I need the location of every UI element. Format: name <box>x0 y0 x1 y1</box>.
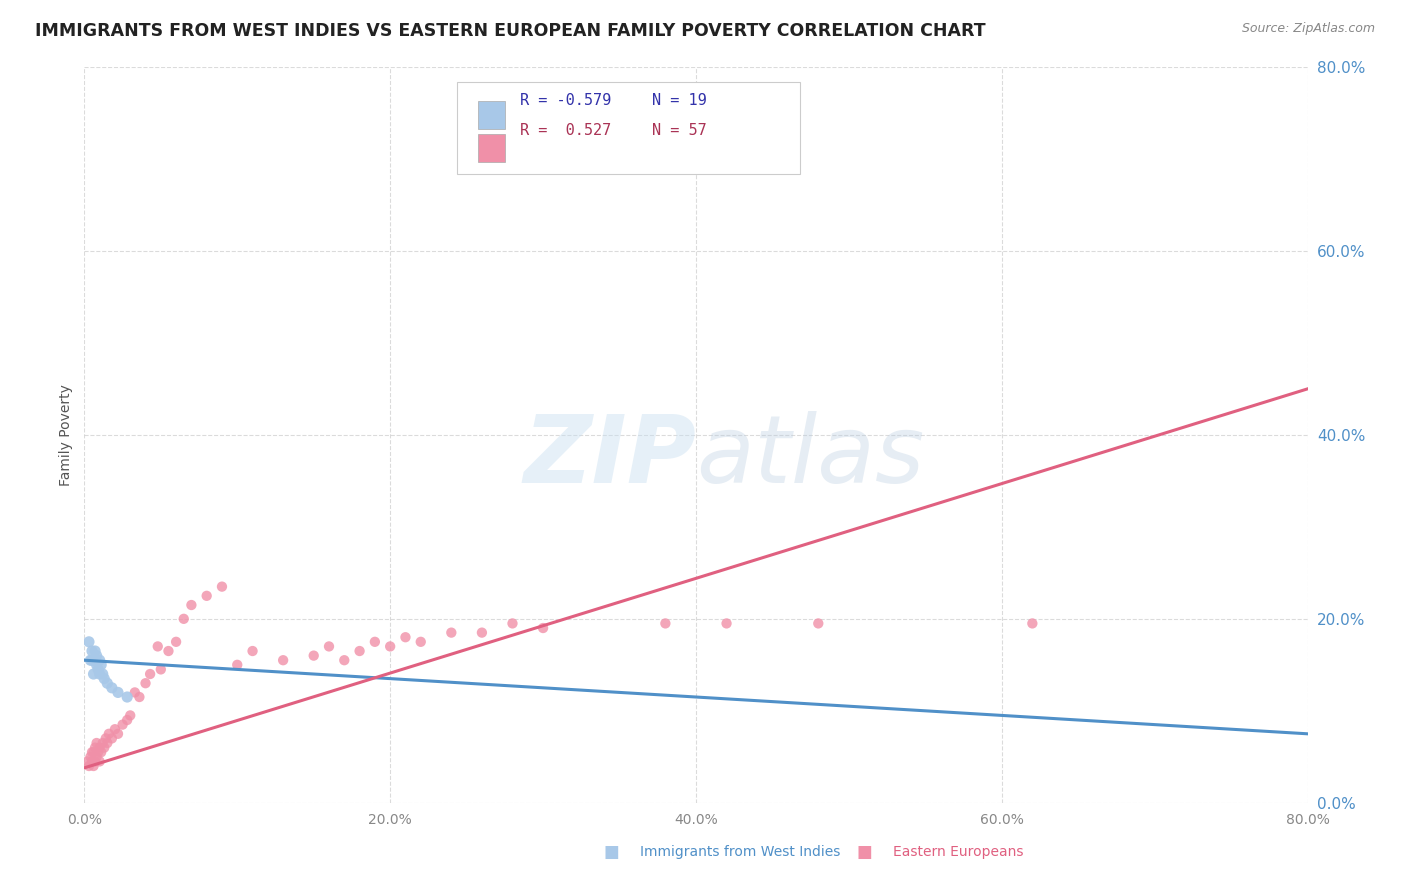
Point <box>86 648 108 663</box>
Point <box>86 749 108 764</box>
Point <box>349 644 371 658</box>
Point <box>80 755 103 769</box>
Point <box>87 662 110 676</box>
Point <box>86 736 108 750</box>
Point <box>80 745 103 759</box>
Point <box>364 635 387 649</box>
Point <box>79 653 101 667</box>
Bar <box>478 101 505 128</box>
Point <box>146 640 169 654</box>
Point <box>180 598 202 612</box>
Point <box>531 621 554 635</box>
Point <box>86 657 108 672</box>
Point <box>77 759 100 773</box>
Point <box>807 616 830 631</box>
Y-axis label: Family Poverty: Family Poverty <box>59 384 73 486</box>
Point <box>120 708 142 723</box>
Point <box>96 676 118 690</box>
Point <box>1021 616 1043 631</box>
Point <box>90 745 112 759</box>
Point <box>242 644 264 658</box>
Point <box>77 635 100 649</box>
Point <box>89 755 111 769</box>
Point <box>333 653 356 667</box>
Point <box>79 749 101 764</box>
Point <box>380 640 402 654</box>
Point <box>89 653 111 667</box>
Point <box>83 745 105 759</box>
Point <box>101 731 124 746</box>
Point <box>94 731 117 746</box>
Point <box>104 723 127 737</box>
Point <box>91 736 114 750</box>
Point <box>83 667 105 681</box>
Point <box>211 580 233 594</box>
Text: R =  0.527: R = 0.527 <box>520 123 612 137</box>
Point <box>97 727 120 741</box>
Point <box>91 667 114 681</box>
Point <box>80 653 103 667</box>
Point <box>90 657 112 672</box>
Point <box>89 667 111 681</box>
Point <box>76 755 98 769</box>
Point <box>83 759 105 773</box>
Point <box>318 640 340 654</box>
Text: IMMIGRANTS FROM WEST INDIES VS EASTERN EUROPEAN FAMILY POVERTY CORRELATION CHART: IMMIGRANTS FROM WEST INDIES VS EASTERN E… <box>35 22 986 40</box>
Text: R = -0.579: R = -0.579 <box>520 94 612 108</box>
Text: atlas: atlas <box>696 411 924 502</box>
Bar <box>478 134 505 161</box>
Text: Immigrants from West Indies: Immigrants from West Indies <box>640 845 841 859</box>
Point <box>128 690 150 704</box>
Point <box>84 740 107 755</box>
Point <box>115 713 138 727</box>
Point <box>124 685 146 699</box>
Point <box>149 662 172 676</box>
Point <box>107 685 129 699</box>
Point <box>471 625 494 640</box>
Point <box>80 644 103 658</box>
Point <box>115 690 138 704</box>
Point <box>173 612 195 626</box>
Text: ■: ■ <box>603 843 620 861</box>
Point <box>107 727 129 741</box>
Text: Source: ZipAtlas.com: Source: ZipAtlas.com <box>1241 22 1375 36</box>
Text: N = 57: N = 57 <box>652 123 707 137</box>
Point <box>226 657 249 672</box>
FancyBboxPatch shape <box>457 81 800 174</box>
Point <box>111 717 134 731</box>
Text: ZIP: ZIP <box>523 411 696 503</box>
Point <box>440 625 463 640</box>
Point <box>716 616 738 631</box>
Text: ■: ■ <box>856 843 873 861</box>
Point <box>157 644 180 658</box>
Point <box>84 755 107 769</box>
Point <box>84 644 107 658</box>
Point <box>93 740 115 755</box>
Point <box>87 745 110 759</box>
Text: Eastern Europeans: Eastern Europeans <box>893 845 1024 859</box>
Point <box>302 648 325 663</box>
Point <box>195 589 218 603</box>
Point <box>502 616 524 631</box>
Point <box>271 653 294 667</box>
Point <box>409 635 432 649</box>
Point <box>139 667 162 681</box>
Point <box>89 740 111 755</box>
Point <box>101 681 124 695</box>
Point <box>165 635 187 649</box>
Point <box>84 653 107 667</box>
Point <box>93 672 115 686</box>
Point <box>96 736 118 750</box>
Point <box>394 630 416 644</box>
Point <box>135 676 157 690</box>
Text: N = 19: N = 19 <box>652 94 707 108</box>
Point <box>654 616 676 631</box>
